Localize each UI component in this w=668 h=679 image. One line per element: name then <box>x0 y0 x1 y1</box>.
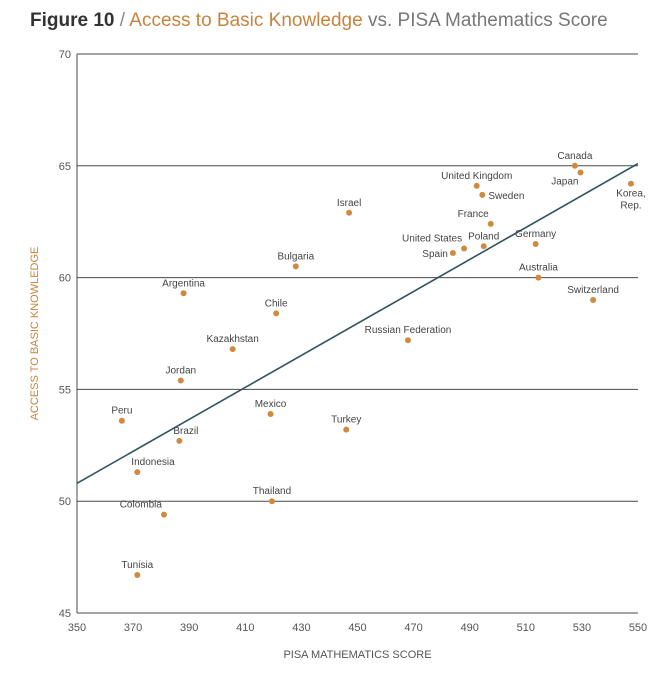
y-axis-title: ACCESS TO BASIC KNOWLEDGE <box>29 247 41 421</box>
point-label-line: Rep. <box>620 201 641 212</box>
data-point <box>267 410 274 417</box>
data-point <box>134 469 141 476</box>
point-label: Turkey <box>331 415 361 426</box>
data-point <box>177 377 184 384</box>
data-point <box>449 250 456 257</box>
data-point <box>229 346 236 353</box>
point-label: Sweden <box>488 191 524 202</box>
data-point <box>273 310 280 317</box>
x-tick-label: 430 <box>292 622 310 634</box>
data-point <box>577 169 584 176</box>
point-label: Russian Federation <box>365 325 452 336</box>
data-point <box>268 498 275 505</box>
data-point <box>343 426 350 433</box>
x-axis-title: PISA MATHEMATICS SCORE <box>283 649 431 661</box>
x-tick-label: 510 <box>517 622 535 634</box>
point-label: Jordan <box>165 365 196 376</box>
point-label: Brazil <box>173 426 198 437</box>
x-tick-label: 410 <box>236 622 254 634</box>
point-label: France <box>458 209 490 220</box>
figure-label: Figure 10 <box>30 10 115 31</box>
data-point <box>118 417 125 424</box>
chart-title: Figure 10 / Access to Basic Knowledge vs… <box>30 10 608 32</box>
data-point <box>480 243 487 250</box>
data-point <box>535 274 542 281</box>
data-point <box>461 245 468 252</box>
data-point <box>473 182 480 189</box>
point-label: Australia <box>519 263 558 274</box>
point-label: Tunisia <box>121 560 153 571</box>
y-tick-label: 60 <box>59 273 71 285</box>
point-label: Canada <box>557 151 592 162</box>
point-label: Thailand <box>253 486 291 497</box>
data-point <box>404 337 411 344</box>
x-tick-label: 350 <box>68 622 86 634</box>
title-x-variable: Access to Basic Knowledge <box>129 10 363 31</box>
point-label: Germany <box>515 229 556 240</box>
title-vs-text: vs. PISA Mathematics Score <box>362 10 608 31</box>
y-tick-label: 55 <box>59 384 71 396</box>
data-point <box>479 191 486 198</box>
data-point <box>627 180 634 187</box>
data-point <box>160 511 167 518</box>
point-label: Israel <box>337 198 361 209</box>
y-tick-label: 65 <box>59 161 71 173</box>
data-point <box>532 241 539 248</box>
x-tick-label: 490 <box>461 622 479 634</box>
data-point <box>346 209 353 216</box>
point-label: Korea, Rep. <box>616 189 645 212</box>
data-point <box>180 290 187 297</box>
data-point <box>487 220 494 227</box>
point-label: Indonesia <box>131 457 175 468</box>
point-label: Peru <box>111 406 132 417</box>
data-point <box>292 263 299 270</box>
point-label: Switzerland <box>567 285 619 296</box>
data-point <box>571 162 578 169</box>
point-label: Bulgaria <box>277 251 314 262</box>
x-tick-label: 550 <box>629 622 647 634</box>
x-tick-label: 390 <box>180 622 198 634</box>
data-point <box>590 296 597 303</box>
point-label: Poland <box>468 231 499 242</box>
point-label: Chile <box>265 298 288 309</box>
point-label: Japan <box>551 177 578 188</box>
point-label-line: Korea, <box>616 189 645 200</box>
point-label: United States <box>402 234 462 245</box>
data-point <box>176 437 183 444</box>
y-tick-label: 70 <box>59 49 71 61</box>
x-tick-label: 450 <box>348 622 366 634</box>
x-tick-label: 470 <box>404 622 422 634</box>
point-label: Argentina <box>162 278 205 289</box>
title-separator: / <box>114 10 130 31</box>
x-tick-label: 370 <box>124 622 142 634</box>
point-label: United Kingdom <box>441 171 512 182</box>
x-tick-label: 530 <box>573 622 591 634</box>
y-tick-label: 45 <box>59 608 71 620</box>
point-label: Spain <box>422 249 448 260</box>
point-label: Kazakhstan <box>207 334 259 345</box>
y-tick-label: 50 <box>59 496 71 508</box>
point-label: Colombia <box>120 500 163 511</box>
data-point <box>134 571 141 578</box>
trend-line <box>76 162 639 485</box>
point-label: Mexico <box>255 399 287 410</box>
